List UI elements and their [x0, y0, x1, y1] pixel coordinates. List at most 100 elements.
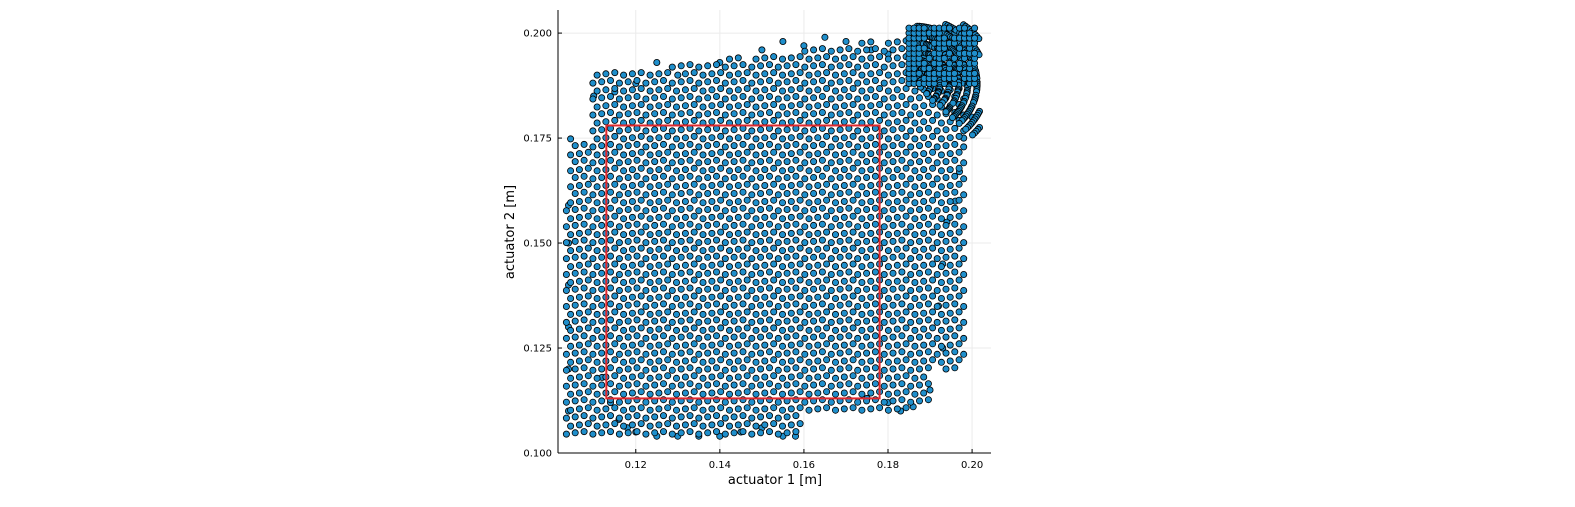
data-point: [849, 69, 857, 77]
data-point: [699, 263, 707, 271]
data-point: [827, 175, 835, 183]
data-point: [580, 348, 588, 356]
data-point: [971, 49, 979, 57]
data-point: [699, 294, 707, 302]
data-point: [810, 205, 818, 213]
data-point: [748, 366, 756, 374]
data-point: [655, 325, 663, 333]
data-point: [884, 263, 892, 271]
data-point: [593, 310, 601, 318]
data-point: [818, 172, 826, 180]
data-point: [836, 365, 844, 373]
data-point: [739, 364, 747, 372]
data-point: [787, 293, 795, 301]
data-point: [818, 220, 826, 228]
data-point: [690, 292, 698, 300]
data-point: [713, 412, 721, 420]
data-point: [584, 180, 592, 188]
data-point: [673, 103, 681, 111]
data-point: [726, 135, 734, 143]
data-point: [942, 142, 950, 150]
data-point: [783, 285, 791, 293]
data-point: [863, 285, 871, 293]
data-point: [598, 126, 606, 134]
data-point: [673, 310, 681, 318]
data-point: [774, 334, 782, 342]
data-point: [734, 325, 742, 333]
data-point: [805, 342, 813, 350]
data-point: [915, 69, 923, 77]
data-point: [867, 38, 875, 46]
data-point: [779, 183, 787, 191]
data-point: [704, 333, 712, 341]
data-point: [836, 94, 844, 102]
data-point: [584, 372, 592, 380]
data-point: [867, 309, 875, 317]
data-point: [942, 285, 950, 293]
data-point: [907, 175, 915, 183]
data-point: [840, 389, 848, 397]
data-point: [699, 390, 707, 398]
data-point: [602, 421, 610, 429]
data-point: [699, 71, 707, 79]
data-point: [863, 110, 871, 118]
data-point: [690, 324, 698, 332]
data-point: [748, 414, 756, 422]
data-point: [624, 429, 632, 437]
data-point: [911, 310, 919, 318]
data-point: [893, 102, 901, 110]
data-point: [933, 175, 941, 183]
data-point: [907, 191, 915, 199]
data-point: [805, 294, 813, 302]
data-point: [854, 127, 862, 135]
data-point: [739, 172, 747, 180]
data-point: [598, 365, 606, 373]
data-point: [562, 302, 570, 310]
data-point: [823, 372, 831, 380]
data-point: [893, 293, 901, 301]
data-point: [801, 143, 809, 151]
data-point: [796, 420, 804, 428]
data-point: [589, 95, 597, 103]
data-point: [858, 374, 866, 382]
data-point: [889, 142, 897, 150]
data-point: [884, 199, 892, 207]
data-point: [580, 252, 588, 260]
data-point: [752, 215, 760, 223]
data-point: [884, 55, 892, 63]
data-point: [757, 253, 765, 261]
data-point: [801, 223, 809, 231]
data-point: [717, 196, 725, 204]
data-point: [801, 350, 809, 358]
data-point: [823, 85, 831, 93]
data-point: [924, 332, 932, 340]
data-point: [708, 309, 716, 317]
data-point: [787, 118, 795, 126]
data-point: [971, 69, 979, 77]
data-point: [801, 175, 809, 183]
data-point: [677, 269, 685, 277]
data-point: [752, 71, 760, 79]
data-point: [916, 173, 924, 181]
data-point: [607, 348, 615, 356]
data-point: [673, 406, 681, 414]
data-point: [575, 150, 583, 158]
data-point: [801, 255, 809, 263]
data-point: [695, 207, 703, 215]
data-point: [801, 63, 809, 71]
data-point: [840, 166, 848, 174]
data-point: [766, 188, 774, 196]
data-point: [748, 270, 756, 278]
data-point: [920, 357, 928, 365]
data-point: [730, 429, 738, 437]
data-point: [796, 388, 804, 396]
data-point: [628, 373, 636, 381]
data-point: [699, 310, 707, 318]
data-point: [695, 111, 703, 119]
data-point: [646, 406, 654, 414]
data-point: [925, 54, 933, 62]
y-tick-label: 0.125: [523, 344, 552, 355]
data-point: [752, 247, 760, 255]
data-point: [567, 199, 575, 207]
data-point: [792, 188, 800, 196]
